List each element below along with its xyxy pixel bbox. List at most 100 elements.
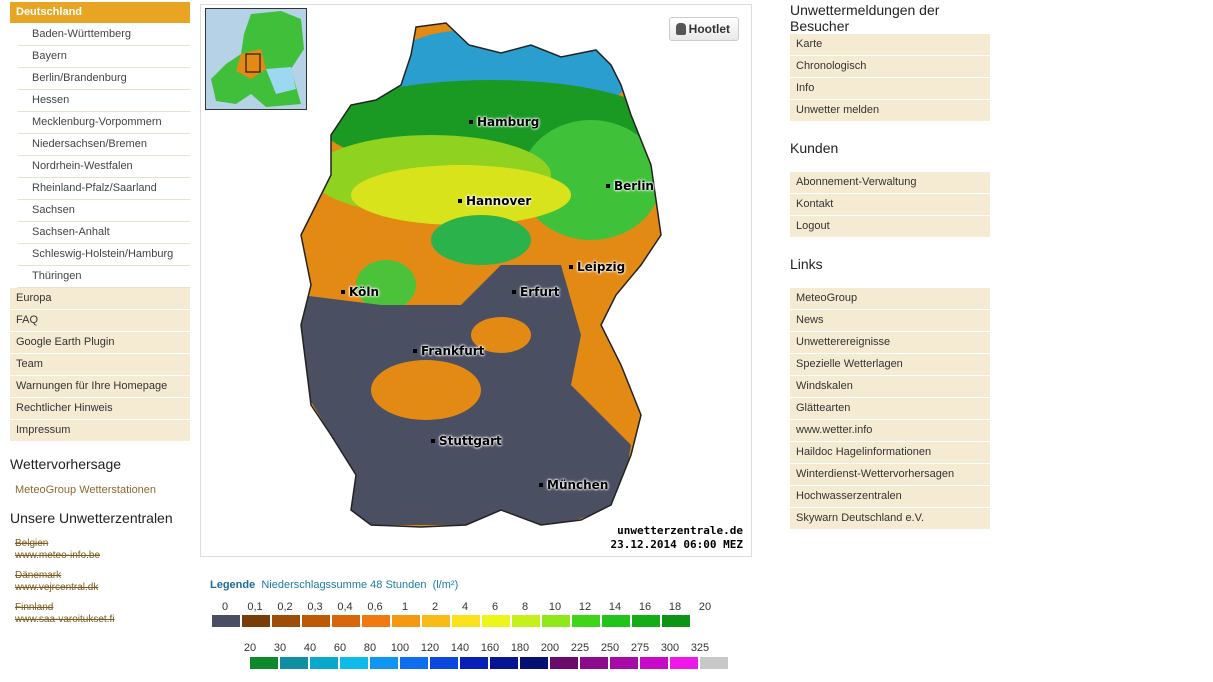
legend-swatch	[430, 657, 458, 669]
legend-swatch	[242, 615, 270, 627]
link-glaettearten[interactable]: Glättearten	[790, 398, 990, 420]
nav-rechtlicher-hinweis[interactable]: Rechtlicher Hinweis	[10, 398, 190, 420]
link-chronologisch[interactable]: Chronologisch	[790, 56, 990, 78]
legend-swatch	[460, 657, 488, 669]
nav-warnungen[interactable]: Warnungen für Ihre Homepage	[10, 376, 190, 398]
legend-label: 0,4	[337, 601, 353, 613]
legend-label: 40	[303, 642, 317, 654]
legend-swatch	[512, 615, 540, 627]
legend-label: 18	[668, 601, 682, 613]
meteogroup-stations-link[interactable]: MeteoGroup Wetterstationen	[15, 484, 157, 496]
legend-label: 1	[401, 601, 409, 613]
link-logout[interactable]: Logout	[790, 216, 990, 238]
link-winterdienst[interactable]: Winterdienst-Wettervorhersagen	[790, 464, 990, 486]
legend-swatch	[302, 615, 330, 627]
link-wetter-info[interactable]: www.wetter.info	[790, 420, 990, 442]
nav-europa[interactable]: Europa	[10, 288, 190, 310]
nav-impressum[interactable]: Impressum	[10, 420, 190, 442]
legend-label: 250	[600, 642, 620, 654]
nav-state-item[interactable]: Baden-Württemberg	[18, 24, 190, 46]
country-daenemark[interactable]: Dänemark www.vejrcentral.dk	[15, 570, 185, 594]
legend-swatch	[212, 615, 240, 627]
city-label: Hamburg	[469, 115, 539, 129]
section-heading-besucher: Unwettermeldungen der Besucher	[790, 2, 940, 34]
link-spezielle-wetterlagen[interactable]: Spezielle Wetterlagen	[790, 354, 990, 376]
country-name: Dänemark	[15, 570, 62, 581]
link-meteogroup[interactable]: MeteoGroup	[790, 288, 990, 310]
link-news[interactable]: News	[790, 310, 990, 332]
link-hochwasserzentralen[interactable]: Hochwasserzentralen	[790, 486, 990, 508]
link-unwetterereignisse[interactable]: Unwetterereignisse	[790, 332, 990, 354]
city-label: Köln	[341, 285, 379, 299]
centers-heading: Unsere Unwetterzentralen	[10, 510, 173, 526]
owl-icon	[675, 23, 686, 35]
legend-label: 160	[480, 642, 500, 654]
country-url[interactable]: www.meteo-info.be	[15, 550, 101, 561]
legend-swatch	[602, 615, 630, 627]
nav-state-item[interactable]: Bayern	[18, 46, 190, 68]
legend-label: 80	[363, 642, 377, 654]
legend-label: 0,3	[307, 601, 323, 613]
city-label: Erfurt	[512, 285, 560, 299]
left-sidebar: Deutschland Baden-Württemberg Bayern Ber…	[10, 2, 190, 634]
country-finnland[interactable]: Finnland www.saa-varoitukset.fi	[15, 602, 185, 626]
nav-state-item[interactable]: Thüringen	[18, 266, 190, 288]
link-karte[interactable]: Karte	[790, 34, 990, 56]
nav-faq[interactable]: FAQ	[10, 310, 190, 332]
link-skywarn[interactable]: Skywarn Deutschland e.V.	[790, 508, 990, 530]
link-haildoc[interactable]: Haildoc Hagelinformationen	[790, 442, 990, 464]
legend-swatch	[700, 657, 728, 669]
legend-label: 200	[540, 642, 560, 654]
link-unwetter-melden[interactable]: Unwetter melden	[790, 100, 990, 122]
legend-label: 275	[630, 642, 650, 654]
legend-swatch	[362, 615, 390, 627]
nav-google-earth[interactable]: Google Earth Plugin	[10, 332, 190, 354]
legend-label: 0,1	[247, 601, 263, 613]
europe-overview-map[interactable]	[205, 8, 307, 110]
legend-label: 14	[608, 601, 622, 613]
nav-state-item[interactable]: Schleswig-Holstein/Hamburg	[18, 244, 190, 266]
legend-label: 180	[510, 642, 530, 654]
city-label: Hannover	[458, 194, 531, 208]
legend-swatch	[340, 657, 368, 669]
legend-label: 8	[521, 601, 529, 613]
hootlet-button[interactable]: Hootlet	[668, 17, 739, 41]
legend-swatch	[572, 615, 600, 627]
nav-state-item[interactable]: Sachsen-Anhalt	[18, 222, 190, 244]
link-abonnement[interactable]: Abonnement-Verwaltung	[790, 172, 990, 194]
nav-team[interactable]: Team	[10, 354, 190, 376]
link-info[interactable]: Info	[790, 78, 990, 100]
nav-state-item[interactable]: Mecklenburg-Vorpommern	[18, 112, 190, 134]
link-kontakt[interactable]: Kontakt	[790, 194, 990, 216]
legend-swatch	[452, 615, 480, 627]
country-belgien[interactable]: Belgien www.meteo-info.be	[15, 538, 185, 562]
legend-label: 60	[333, 642, 347, 654]
right-sidebar: Unwettermeldungen der Besucher Karte Chr…	[790, 2, 990, 548]
legend-swatch	[550, 657, 578, 669]
nav-state-item[interactable]: Hessen	[18, 90, 190, 112]
country-url[interactable]: www.vejrcentral.dk	[15, 582, 99, 593]
city-label: München	[539, 478, 608, 492]
legend-swatch	[482, 615, 510, 627]
legend-title: Legende Niederschlagssumme 48 Stunden (l…	[210, 579, 458, 591]
precipitation-map[interactable]: Hootlet Hamburg Berlin Hannover Leipzig …	[200, 4, 752, 557]
nav-state-item[interactable]: Rheinland-Pfalz/Saarland	[18, 178, 190, 200]
legend-label: 2	[431, 601, 439, 613]
nav-deutschland[interactable]: Deutschland	[10, 2, 190, 24]
legend-swatch	[400, 657, 428, 669]
nav-state-item[interactable]: Sachsen	[18, 200, 190, 222]
europe-inset-graphic	[206, 9, 306, 109]
legend-swatch	[332, 615, 360, 627]
forecast-heading: Wettervorhersage	[10, 456, 122, 472]
nav-state-item[interactable]: Nordrhein-Westfalen	[18, 156, 190, 178]
link-windskalen[interactable]: Windskalen	[790, 376, 990, 398]
legend-swatch	[520, 657, 548, 669]
nav-state-item[interactable]: Berlin/Brandenburg	[18, 68, 190, 90]
legend-label: 20	[698, 601, 712, 613]
country-url[interactable]: www.saa-varoitukset.fi	[15, 614, 115, 625]
legend-label: 0,2	[277, 601, 293, 613]
country-name: Belgien	[15, 538, 49, 549]
legend-swatch	[640, 657, 668, 669]
legend-swatch	[632, 615, 660, 627]
nav-state-item[interactable]: Niedersachsen/Bremen	[18, 134, 190, 156]
